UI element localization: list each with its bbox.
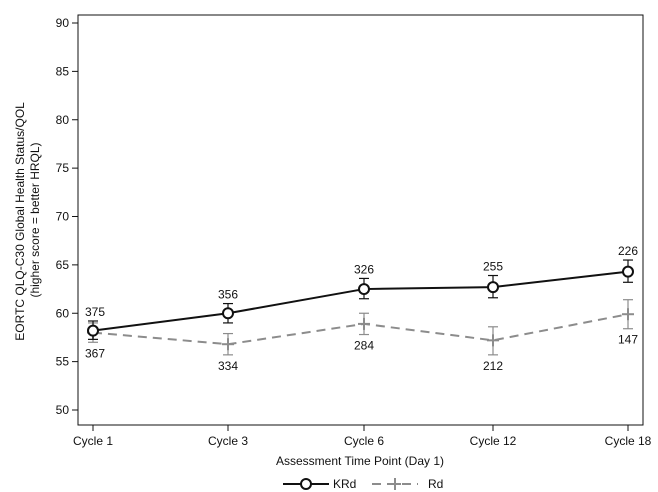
y-axis-title: EORTC QLQ-C30 Global Health Status/QOL (…: [13, 99, 42, 340]
data-point: [358, 317, 370, 330]
series-layer: [87, 259, 634, 356]
x-tick-label: Cycle 18: [605, 434, 652, 448]
x-tick-label: Cycle 6: [344, 434, 384, 448]
y-tick-label: 85: [56, 64, 70, 78]
y-tick-label: 75: [56, 161, 70, 175]
n-label: 212: [483, 359, 503, 373]
data-point: [622, 265, 634, 278]
data-point: [622, 308, 634, 321]
x-axis-title: Assessment Time Point (Day 1): [276, 454, 444, 468]
y-axis: 50 55 60 65 70 75 80 85 90: [56, 16, 78, 417]
data-point: [222, 307, 234, 320]
n-label: 334: [218, 359, 238, 373]
data-point: [358, 283, 370, 296]
y-axis-title-line-1: EORTC QLQ-C30 Global Health Status/QOL: [13, 102, 27, 341]
y-tick-label: 65: [56, 258, 70, 272]
plot-frame: [77, 14, 644, 426]
y-tick-label: 80: [56, 113, 70, 127]
series-line: [92, 270, 629, 332]
legend-label: Rd: [428, 477, 443, 491]
n-label: 147: [618, 333, 638, 347]
data-point: [487, 281, 499, 294]
data-labels: 367 334 284 212 147 375 356 326 255 226: [85, 244, 638, 373]
x-tick-label: Cycle 3: [208, 434, 248, 448]
n-label: 284: [354, 339, 374, 353]
legend-swatch-marker: [300, 478, 312, 490]
data-point: [87, 324, 99, 337]
y-axis-title-line-2: (higher score = better HRQL): [28, 142, 42, 297]
y-tick-label: 55: [56, 355, 70, 369]
legend-label: KRd: [333, 477, 356, 491]
data-point: [222, 338, 234, 351]
x-tick-label: Cycle 12: [470, 434, 517, 448]
x-tick-label: Cycle 1: [73, 434, 113, 448]
data-point: [487, 334, 499, 347]
y-tick-label: 70: [56, 210, 70, 224]
n-label: 255: [483, 260, 503, 274]
n-label: 367: [85, 346, 105, 360]
n-label: 356: [218, 288, 238, 302]
y-tick-label: 90: [56, 16, 70, 30]
legend-item-krd: KRd: [283, 477, 356, 491]
n-label: 226: [618, 244, 638, 258]
x-axis: Cycle 1 Cycle 3 Cycle 6 Cycle 12 Cycle 18: [73, 425, 652, 448]
n-label: 326: [354, 262, 374, 276]
y-tick-label: 60: [56, 306, 70, 320]
series-krd: [87, 259, 634, 340]
legend: KRd Rd: [283, 477, 443, 491]
legend-item-rd: Rd: [372, 477, 443, 491]
n-label: 375: [85, 305, 105, 319]
y-tick-label: 50: [56, 403, 70, 417]
